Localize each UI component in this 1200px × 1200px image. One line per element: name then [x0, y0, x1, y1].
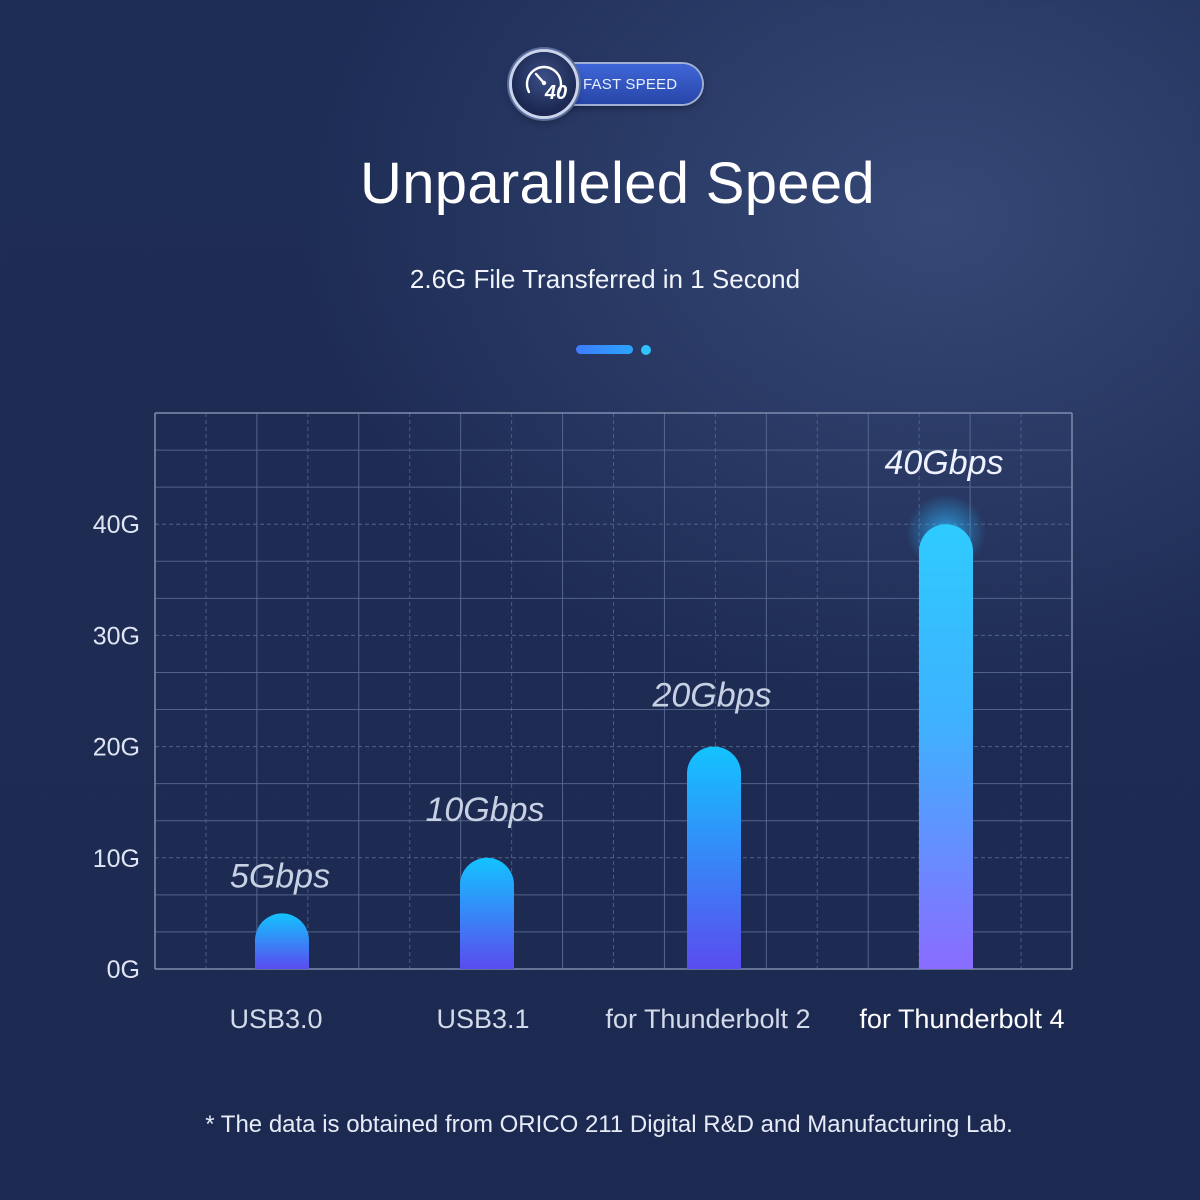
- bar-usb3-0: [255, 913, 309, 969]
- y-tick-label: 20G: [93, 734, 140, 762]
- chart-value-labels: 5Gbps 10Gbps 20Gbps 40Gbps: [230, 444, 1004, 895]
- bar-for-thunderbolt-4: [919, 524, 973, 969]
- divider-bar: [576, 345, 633, 354]
- bar-value-label: 20Gbps: [651, 677, 771, 715]
- x-tick-label: USB3.0: [229, 1004, 322, 1034]
- page-subtitle: 2.6G File Transferred in 1 Second: [409, 264, 801, 294]
- x-tick-label: for Thunderbolt 4: [859, 1004, 1064, 1034]
- bar-for-thunderbolt-2: [687, 746, 741, 969]
- x-axis-ticks: USB3.0 USB3.1 for Thunderbolt 2 for Thunder…: [229, 1004, 1064, 1034]
- speedometer-icon: 40: [512, 52, 576, 116]
- badge-label: FAST SPEED: [583, 76, 678, 93]
- bar-usb3-1: [460, 857, 514, 969]
- bar-value-label: 5Gbps: [230, 857, 330, 895]
- divider-dot: [641, 345, 651, 355]
- x-tick-label: USB3.1: [436, 1004, 529, 1034]
- y-tick-label: 40G: [93, 511, 140, 539]
- y-axis-ticks: 0G 10G 20G 30G 40G: [93, 511, 140, 984]
- chart-bars: [255, 494, 986, 969]
- y-tick-label: 10G: [93, 845, 140, 873]
- bar-value-label: 10Gbps: [425, 791, 544, 829]
- badge-number: 40: [544, 82, 567, 104]
- fast-speed-badge: FAST SPEED 40: [512, 52, 702, 118]
- x-tick-label: for Thunderbolt 2: [605, 1004, 810, 1034]
- y-tick-label: 0G: [107, 956, 140, 984]
- y-tick-label: 30G: [93, 622, 140, 650]
- footnote: * The data is obtained from ORICO 211 Di…: [205, 1111, 1013, 1138]
- bar-value-label: 40Gbps: [884, 444, 1003, 482]
- page-title: Unparalleled Speed: [360, 151, 875, 216]
